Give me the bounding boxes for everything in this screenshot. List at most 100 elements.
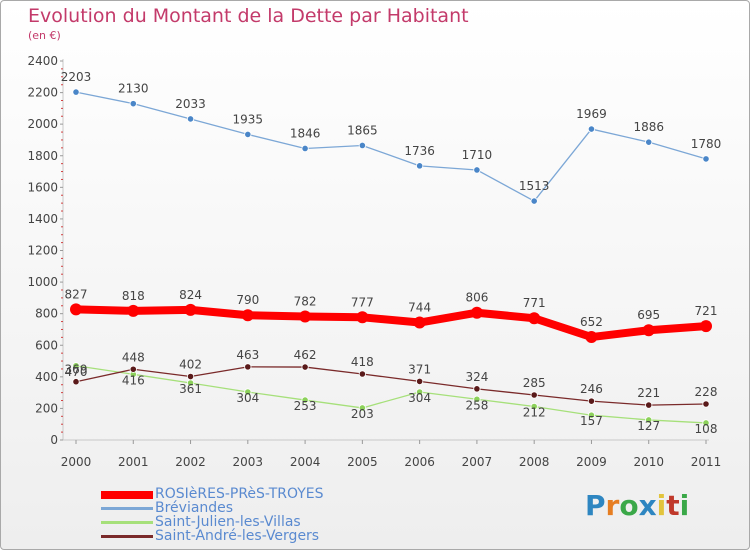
- data-point: [72, 362, 80, 370]
- y-tick-label: 600: [35, 338, 58, 352]
- chart-unit: (en €): [28, 29, 61, 42]
- y-tick-label: 2000: [27, 117, 58, 131]
- data-point: [301, 363, 309, 371]
- data-label: 324: [465, 370, 488, 384]
- data-label: 402: [179, 358, 202, 372]
- data-point: [129, 100, 137, 108]
- data-label: 782: [294, 295, 317, 309]
- data-point: [244, 130, 252, 139]
- data-point: [356, 311, 369, 324]
- x-tick-label: 2003: [233, 455, 264, 469]
- data-label: 1886: [633, 120, 664, 134]
- data-point: [530, 402, 538, 411]
- data-label: 2033: [175, 97, 206, 111]
- y-tick-label: 1800: [27, 149, 58, 163]
- series-line: [75, 366, 707, 406]
- data-label: 361: [179, 382, 202, 396]
- legend-swatch: [101, 521, 153, 524]
- data-label: 1710: [462, 148, 493, 162]
- data-label: 462: [294, 348, 317, 362]
- data-label: 416: [122, 373, 145, 387]
- series-line: [75, 305, 707, 342]
- y-tick-label: 1200: [27, 244, 58, 258]
- y-tick-label: 1400: [27, 212, 58, 226]
- data-label: 771: [523, 296, 546, 310]
- data-point: [358, 141, 366, 150]
- data-point: [72, 88, 80, 96]
- logo-letter: r: [605, 489, 620, 522]
- data-label: 721: [695, 304, 718, 318]
- logo-letter: P: [585, 489, 606, 522]
- data-point: [700, 320, 712, 333]
- x-tick-label: 2007: [462, 455, 493, 469]
- data-label: 221: [637, 386, 660, 400]
- data-label: 806: [465, 291, 488, 305]
- data-point: [473, 385, 481, 393]
- data-point: [530, 391, 538, 399]
- data-point: [587, 397, 596, 405]
- data-label: 463: [236, 348, 259, 362]
- data-point: [299, 310, 312, 323]
- data-point: [241, 309, 254, 322]
- data-label: 285: [523, 376, 546, 390]
- data-point: [301, 396, 309, 404]
- data-label: 2203: [61, 70, 92, 84]
- data-point: [129, 365, 137, 373]
- logo-letter: o: [619, 489, 639, 522]
- data-point: [528, 312, 541, 325]
- data-point: [585, 331, 598, 344]
- x-tick-label: 2008: [519, 455, 550, 469]
- y-tick-label: 0: [50, 433, 58, 447]
- data-label: 824: [179, 288, 202, 302]
- legend-label: Saint-Julien-les-Villas: [155, 514, 301, 530]
- series-line: [75, 365, 707, 424]
- data-label: 827: [65, 287, 88, 301]
- y-tick-label: 2200: [27, 86, 58, 100]
- data-label: 304: [408, 391, 431, 405]
- data-label: 1935: [233, 112, 264, 126]
- data-point: [184, 303, 197, 316]
- x-tick-label: 2009: [576, 455, 607, 469]
- data-point: [416, 377, 424, 386]
- data-point: [413, 316, 426, 329]
- logo-letter: i: [656, 489, 667, 522]
- x-tick-label: 2011: [691, 455, 722, 469]
- y-tick-label: 1600: [27, 180, 58, 194]
- logo-letter: i: [679, 489, 690, 522]
- data-label: 1736: [404, 144, 435, 158]
- data-point: [358, 404, 366, 412]
- data-label: 127: [637, 419, 660, 433]
- data-point: [642, 324, 655, 337]
- data-label: 418: [351, 355, 374, 369]
- logo-letter: x: [638, 489, 657, 522]
- legend-swatch: [101, 507, 153, 510]
- x-tick-label: 2006: [404, 455, 435, 469]
- data-label: 228: [695, 385, 718, 399]
- data-point: [358, 370, 366, 378]
- data-label: 790: [236, 293, 259, 307]
- data-label: 1865: [347, 123, 378, 137]
- data-point: [473, 395, 481, 403]
- data-label: 1780: [691, 137, 722, 151]
- data-label: 253: [294, 399, 317, 413]
- data-point: [470, 306, 483, 319]
- x-tick-label: 2004: [290, 455, 321, 469]
- data-point: [301, 144, 309, 153]
- data-point: [645, 138, 653, 146]
- data-point: [416, 162, 424, 170]
- data-label: 108: [695, 422, 718, 436]
- data-point: [473, 166, 481, 174]
- data-point: [702, 419, 710, 427]
- x-tick-label: 2000: [61, 455, 92, 469]
- logo-letter: t: [666, 489, 680, 522]
- data-point: [702, 400, 710, 408]
- data-point: [70, 303, 82, 316]
- data-point: [416, 388, 424, 396]
- legend-swatch: [101, 491, 153, 499]
- legend-label: ROSIèRES-PRèS-TROYES: [155, 486, 324, 502]
- data-label: 369: [65, 363, 88, 377]
- x-tick-label: 2001: [118, 455, 149, 469]
- x-tick-label: 2005: [347, 455, 378, 469]
- data-label: 777: [351, 295, 374, 309]
